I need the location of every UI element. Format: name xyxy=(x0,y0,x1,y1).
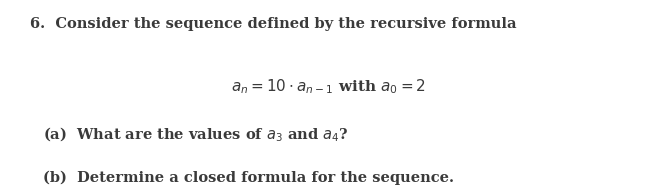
Text: (a)  What are the values of $a_3$ and $a_4$?: (a) What are the values of $a_3$ and $a_… xyxy=(43,126,348,145)
Text: 6.  Consider the sequence defined by the recursive formula: 6. Consider the sequence defined by the … xyxy=(30,17,516,31)
Text: $a_n = 10 \cdot a_{n-1}$ with $a_0 = 2$: $a_n = 10 \cdot a_{n-1}$ with $a_0 = 2$ xyxy=(232,78,426,96)
Text: (b)  Determine a closed formula for the sequence.: (b) Determine a closed formula for the s… xyxy=(43,171,454,185)
